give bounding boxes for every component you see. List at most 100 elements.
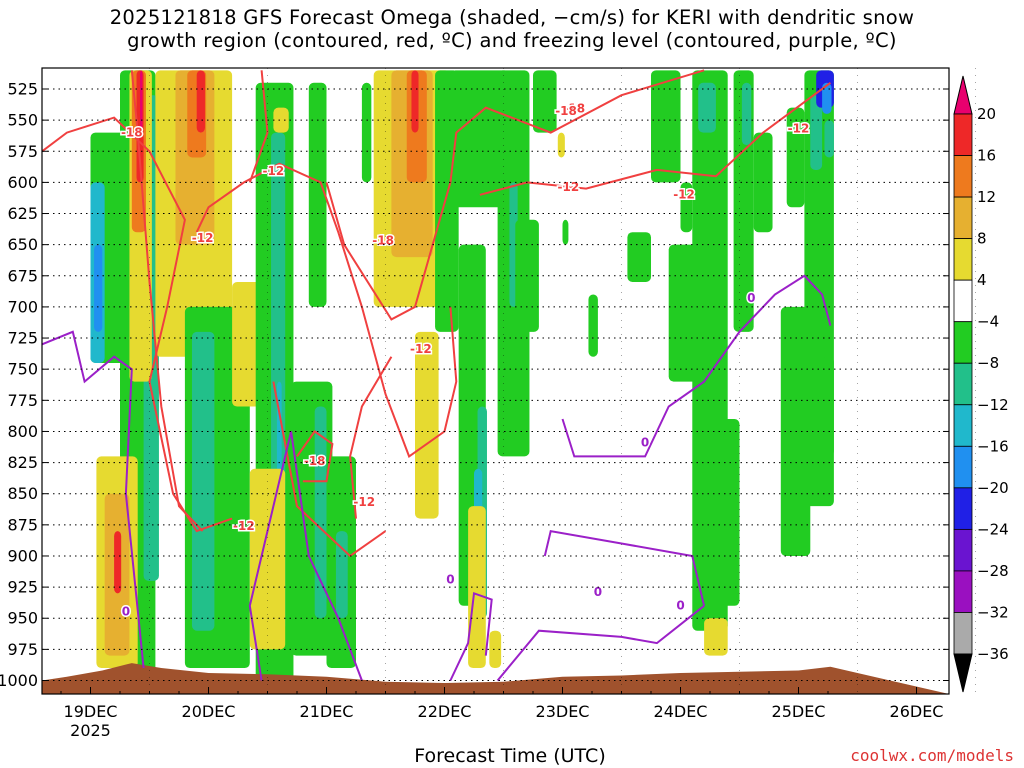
omega-shade-2 <box>94 244 103 332</box>
omega-shade-26 <box>314 406 327 619</box>
colorbar-tick-label: −24 <box>977 520 1009 538</box>
freezing-label-1: 0 <box>446 572 454 586</box>
dendritic-label-8: -12 <box>353 495 375 509</box>
omega-shade-45 <box>533 70 557 133</box>
freezing-contour-3 <box>496 605 705 682</box>
y-tick-label: 875 <box>7 515 38 534</box>
freezing-contour-2 <box>449 591 493 681</box>
colorbar-bin-5 <box>953 321 973 364</box>
omega-shade-25 <box>308 82 327 307</box>
plot-frame <box>41 67 950 695</box>
colorbar-tick-label: −32 <box>977 603 1009 621</box>
y-tick-label: 700 <box>7 297 38 316</box>
omega-shade-28 <box>335 531 348 619</box>
colorbar-bin-10 <box>953 528 973 572</box>
y-tick-label: 925 <box>7 578 38 597</box>
colorbar-tick-label: 16 <box>977 147 996 165</box>
x-axis-label: Forecast Time (UTC) <box>414 745 606 767</box>
omega-shade-33 <box>361 82 372 183</box>
dendritic-contour-2 <box>130 70 204 532</box>
freezing-contour-4 <box>543 529 706 607</box>
omega-shade-48 <box>588 294 598 357</box>
dendritic-label-9: -12 <box>233 519 255 533</box>
omega-shade-58 <box>704 618 728 656</box>
omega-shade-23 <box>249 468 286 650</box>
x-tick-label: 22DEC <box>418 702 472 721</box>
colorbar-bottom-cap <box>953 653 973 693</box>
x-tick-label: 23DEC <box>536 702 590 721</box>
y-tick-label: 725 <box>7 329 38 348</box>
omega-shade-11 <box>114 531 122 594</box>
omega-shade-36 <box>450 70 510 208</box>
colorbar-tick-label: −36 <box>977 645 1009 663</box>
x-year-label: 2025 <box>70 721 111 740</box>
y-tick-label: 525 <box>7 80 38 99</box>
dendritic-contour-4 <box>325 69 705 321</box>
dendritic-label-2: -12 <box>192 231 214 245</box>
dendritic-contour-7 <box>272 381 387 558</box>
omega-shade-8 <box>140 70 143 133</box>
y-tick-label: 675 <box>7 266 38 285</box>
colorbar-bin-1 <box>953 155 973 198</box>
dendritic-contour-3 <box>248 70 269 183</box>
colorbar-tick-label: 12 <box>977 188 996 206</box>
freezing-label-3: 0 <box>676 599 684 613</box>
y-tick-label: 600 <box>7 173 38 192</box>
colorbar-bin-12 <box>953 612 973 655</box>
colorbar-bin-7 <box>953 404 973 447</box>
omega-shade-18 <box>232 282 262 407</box>
y-tick-label: 775 <box>7 391 38 410</box>
colorbar-bin-4 <box>953 279 973 323</box>
omega-shade-17 <box>191 331 215 631</box>
omega-shade-46 <box>557 132 565 158</box>
omega-shade-64 <box>822 356 834 457</box>
dendritic-label-7: -18 <box>304 454 326 468</box>
credit-text: coolwx.com/models <box>850 746 1014 765</box>
y-tick-label: 1000 <box>0 671 38 690</box>
freezing-label-5: 0 <box>747 291 755 305</box>
colorbar-tick-label: −8 <box>977 354 999 372</box>
omega-shade-34 <box>415 331 439 519</box>
omega-shade-54 <box>698 82 716 133</box>
colorbar-tick-label: 8 <box>977 230 987 248</box>
x-tick-label: 24DEC <box>654 702 708 721</box>
colorbar-bin-0 <box>953 113 973 156</box>
omega-shade-15 <box>196 70 205 133</box>
dendritic-contour-5 <box>296 430 334 483</box>
dendritic-label-3: -18 <box>372 234 394 248</box>
dendritic-label-1: -12 <box>263 164 285 178</box>
colorbar-tick-label: −12 <box>977 396 1009 414</box>
colorbar-tick-label: −4 <box>977 313 999 331</box>
dendritic-label-0: -18 <box>121 125 143 139</box>
colorbar-bin-6 <box>953 362 973 406</box>
omega-shade-49 <box>627 232 651 283</box>
freezing-label-0: 0 <box>122 605 130 619</box>
omega-shade-32 <box>411 70 419 133</box>
omega-shade-47 <box>562 219 569 245</box>
dendritic-label-11: -12 <box>558 180 580 194</box>
colorbar-tick-label: −16 <box>977 437 1009 455</box>
colorbar-bin-2 <box>953 196 973 240</box>
y-tick-label: 950 <box>7 609 38 628</box>
omega-shade-67 <box>824 120 834 158</box>
y-tick-label: 800 <box>7 422 38 441</box>
y-tick-label: 825 <box>7 453 38 472</box>
y-tick-label: 650 <box>7 235 38 254</box>
freezing-label-4: 0 <box>641 435 649 449</box>
colorbar-bin-9 <box>953 487 973 530</box>
y-tick-label: 550 <box>7 111 38 130</box>
omega-shade-52 <box>680 182 693 233</box>
dendritic-label-6: -12 <box>673 188 695 202</box>
y-tick-label: 750 <box>7 360 38 379</box>
freezing-contour-5 <box>561 274 832 458</box>
terrain <box>42 663 949 694</box>
omega-shade-22 <box>273 107 289 133</box>
omega-shade-53 <box>692 70 728 631</box>
colorbar-bin-8 <box>953 445 973 489</box>
colorbar-top-cap <box>953 75 973 115</box>
y-tick-label: 625 <box>7 204 38 223</box>
colorbar-tick-label: 20 <box>977 105 996 123</box>
omega-shade-66 <box>822 82 832 114</box>
dendritic-label-10: -18 <box>555 104 577 118</box>
